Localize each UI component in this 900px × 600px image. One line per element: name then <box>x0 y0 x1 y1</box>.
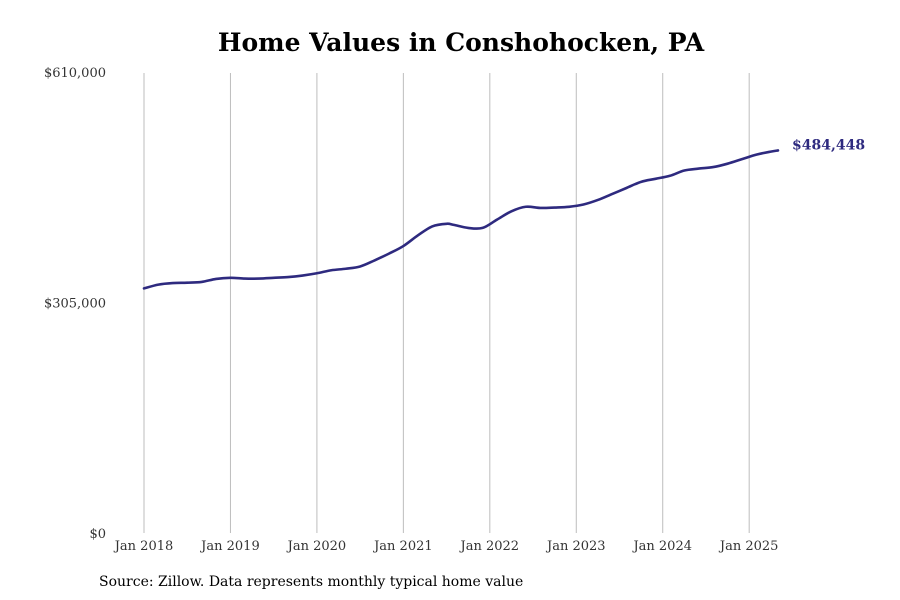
source-note: Source: Zillow. Data represents monthly … <box>99 574 524 590</box>
x-tick-label: Jan 2023 <box>545 539 606 554</box>
x-tick-label: Jan 2024 <box>631 539 692 554</box>
x-tick-label: Jan 2021 <box>372 539 433 554</box>
x-tick-label: Jan 2020 <box>286 539 347 554</box>
chart-title: Home Values in Conshohocken, PA <box>217 28 705 57</box>
x-tick-label: Jan 2022 <box>459 539 520 554</box>
y-tick-label: $305,000 <box>44 297 106 312</box>
y-tick-label: $610,000 <box>44 66 106 81</box>
x-tick-label: Jan 2018 <box>113 539 174 554</box>
end-value-label: $484,448 <box>792 137 865 153</box>
x-tick-label: Jan 2019 <box>199 539 260 554</box>
y-tick-label: $0 <box>89 527 106 542</box>
series-line <box>142 149 780 290</box>
x-tick-label: Jan 2025 <box>718 539 779 554</box>
